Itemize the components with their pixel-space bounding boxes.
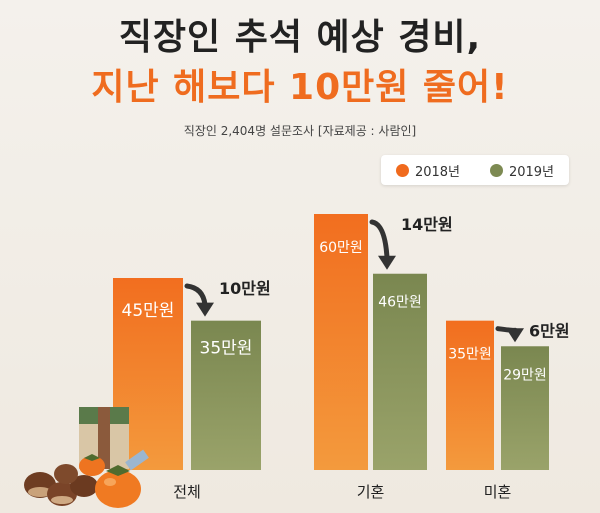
chart-legend: 2018년 2019년 [381,155,569,185]
decrease-arrow-icon-0 [184,283,214,317]
legend-swatch-2019 [489,163,503,177]
bar-2019-1 [373,273,427,470]
chart-subtitle: 직장인 2,404명 설문조사 [자료제공 : 사람인] [183,124,417,138]
chuseok-illustration [24,407,149,508]
chestnut-icon [24,464,98,506]
legend-label-2019: 2019년 [508,164,555,180]
bar-2018-1 [314,214,368,470]
legend-swatch-2018 [395,163,409,177]
data-label-2019-0: 35만원 [200,339,253,359]
decrease-arrow-icon-2 [495,326,524,343]
difference-label-1: 14만원 [401,215,453,234]
data-label-2019-1: 46만원 [378,295,422,311]
category-label-2: 미혼 [484,483,512,501]
bar-2019-0 [191,320,261,470]
difference-label-2: 6만원 [529,322,570,341]
bar-2018-2 [446,320,494,470]
legend-item-2018: 2018년 [395,161,461,180]
difference-label-0: 10만원 [219,279,271,298]
bar-2019-2 [501,346,549,470]
category-label-1: 기혼 [357,483,385,501]
chart-title-line1: 직장인 추석 예상 경비, [118,17,482,58]
legend-label-2018: 2018년 [414,164,461,180]
legend-item-2019: 2019년 [489,161,555,180]
data-label-2018-0: 45만원 [122,301,175,321]
category-label-0: 전체 [173,483,201,501]
decrease-arrow-icon-1 [369,219,396,270]
data-label-2018-1: 60만원 [319,240,363,256]
chart-title-line2: 지난 해보다 10만원 줄어! [91,67,509,108]
persimmon-icon [79,454,141,508]
data-label-2018-2: 35만원 [448,347,492,363]
data-label-2019-2: 29만원 [503,367,547,383]
